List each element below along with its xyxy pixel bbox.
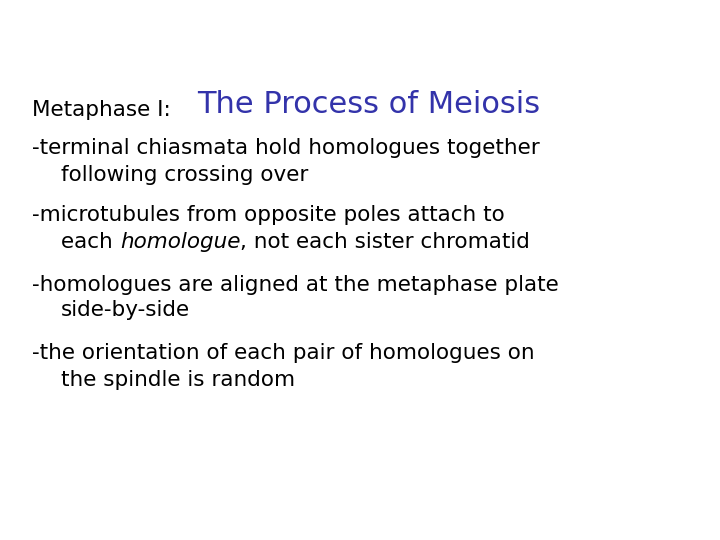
Text: homologue: homologue xyxy=(120,232,240,252)
Text: -terminal chiasmata hold homologues together: -terminal chiasmata hold homologues toge… xyxy=(32,138,540,158)
Text: The Process of Meiosis: The Process of Meiosis xyxy=(197,90,541,119)
Text: side-by-side: side-by-side xyxy=(61,300,190,320)
Text: -the orientation of each pair of homologues on: -the orientation of each pair of homolog… xyxy=(32,343,535,363)
Text: -microtubules from opposite poles attach to: -microtubules from opposite poles attach… xyxy=(32,205,505,225)
Text: the spindle is random: the spindle is random xyxy=(61,370,295,390)
Text: , not each sister chromatid: , not each sister chromatid xyxy=(240,232,530,252)
Text: -homologues are aligned at the metaphase plate: -homologues are aligned at the metaphase… xyxy=(32,275,559,295)
Text: following crossing over: following crossing over xyxy=(61,165,309,185)
Text: each: each xyxy=(61,232,120,252)
Text: Metaphase I:: Metaphase I: xyxy=(32,100,171,120)
